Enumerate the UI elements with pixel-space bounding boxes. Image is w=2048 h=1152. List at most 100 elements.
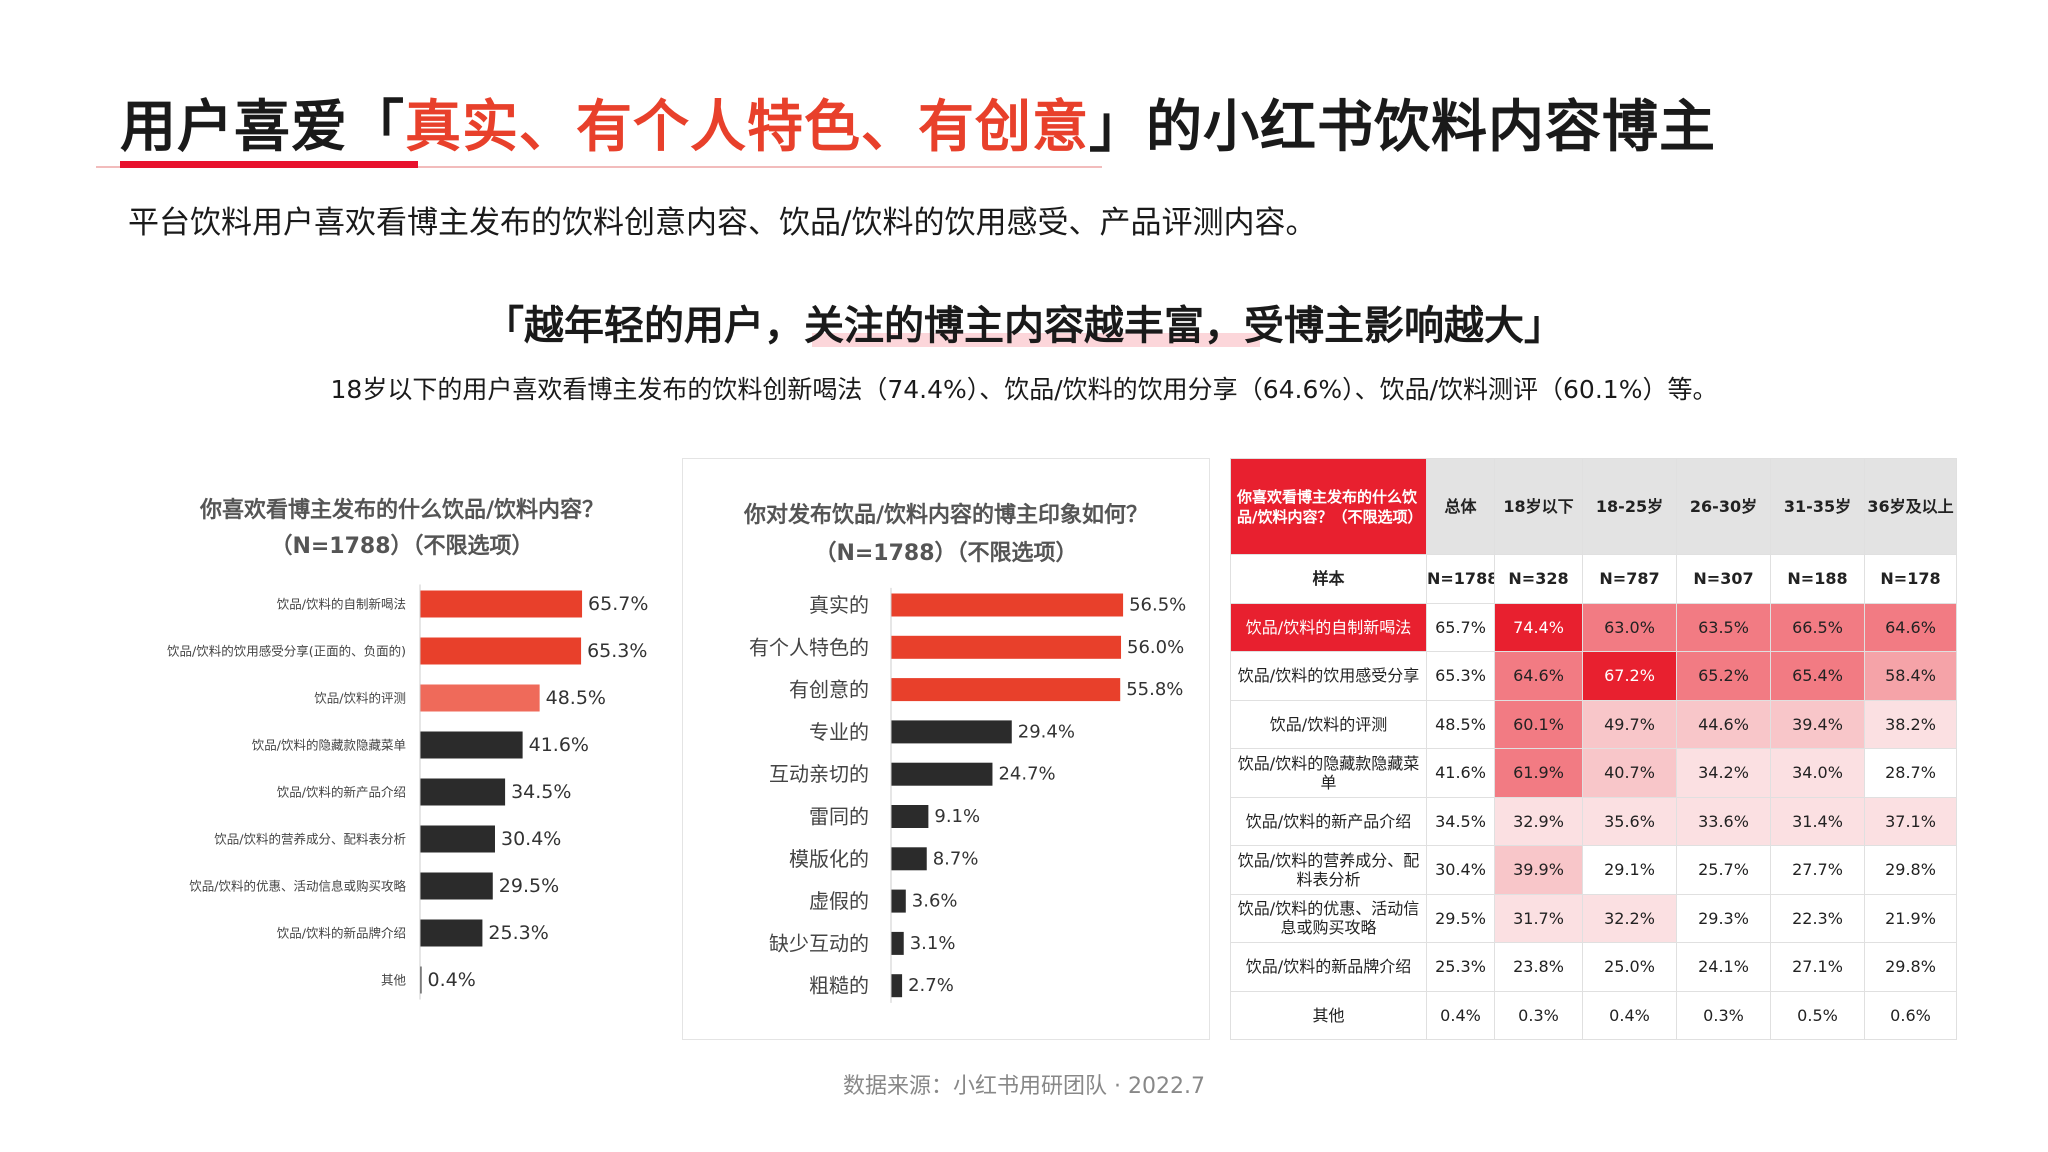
table-cell: 30.4%	[1426, 845, 1495, 895]
value-label: 65.7%	[588, 593, 648, 615]
table-cell: 32.9%	[1494, 796, 1583, 846]
value-label: 25.3%	[488, 922, 548, 944]
table-cell: 63.5%	[1676, 602, 1771, 652]
table-cell: 27.7%	[1770, 845, 1865, 895]
bar	[420, 778, 506, 806]
bar	[891, 889, 906, 913]
table-row: 其他 0.4% 0.3% 0.4% 0.3% 0.5% 0.6%	[1230, 990, 1957, 1040]
age-table: 你喜欢看博主发布的什么饮品/饮料内容？（不限选项） 总体 18岁以下 18-25岁 2…	[1230, 458, 1957, 1040]
quote-highlight	[812, 333, 1260, 347]
table-cell: 28.7%	[1864, 748, 1957, 798]
bar	[891, 720, 1012, 744]
table-cell: 38.2%	[1864, 699, 1957, 749]
bar	[420, 872, 493, 900]
table-cell: 29.1%	[1582, 845, 1677, 895]
table-cell: 39.9%	[1494, 845, 1583, 895]
value-label: 56.5%	[1129, 595, 1186, 616]
table-cell: 48.5%	[1426, 699, 1495, 749]
bar	[420, 825, 495, 853]
bar	[891, 593, 1124, 617]
row-label: 饮品/饮料的评测	[1230, 699, 1427, 749]
table-cell: 31.7%	[1494, 893, 1583, 943]
table-row: 饮品/饮料的新产品介绍 34.5% 32.9% 35.6% 33.6% 31.4% 37.1…	[1230, 796, 1957, 846]
category-label: 真实的	[809, 593, 869, 617]
title-accent-bar	[120, 161, 418, 168]
bar	[420, 919, 483, 947]
chart-title: 你对发布饮品/饮料内容的博主印象如何？	[743, 503, 1149, 528]
bar	[891, 847, 927, 871]
category-label: 饮品/饮料的新产品介绍	[277, 785, 406, 800]
sample-size: N=178	[1864, 554, 1957, 604]
value-label: 48.5%	[546, 687, 606, 709]
column-header: 31-35岁	[1770, 458, 1865, 555]
bar	[420, 684, 540, 712]
table-cell: 31.4%	[1770, 796, 1865, 846]
title-post: 」的小红书饮料内容博主	[1089, 95, 1716, 160]
bar	[891, 635, 1122, 659]
data-source: 数据来源：小红书用研团队 · 2022.7	[843, 1074, 1205, 1099]
table-cell: 64.6%	[1864, 602, 1957, 652]
column-header: 18-25岁	[1582, 458, 1677, 555]
chart-title: 你喜欢看博主发布的什么饮品/饮料内容？	[199, 498, 605, 523]
column-header: 36岁及以上	[1864, 458, 1957, 555]
row-label: 饮品/饮料的新品牌介绍	[1230, 942, 1427, 992]
impression-bar-chart: 真实的 56.5% 有个人特色的 56.0% 有创意的 55.8% 专业的 29.4% 互动亲切…	[749, 587, 1186, 1003]
value-label: 3.6%	[912, 891, 958, 912]
category-label: 饮品/饮料的新品牌介绍	[277, 926, 406, 941]
table-header-row: 你喜欢看博主发布的什么饮品/饮料内容？（不限选项） 总体 18岁以下 18-25岁 2…	[1230, 458, 1957, 555]
row-label: 饮品/饮料的营养成分、配料表分析	[1230, 845, 1427, 895]
age-breakdown-table: 你喜欢看博主发布的什么饮品/饮料内容？（不限选项） 总体 18岁以下 18-25岁 2…	[1230, 458, 1957, 1040]
row-label: 饮品/饮料的新产品介绍	[1230, 796, 1427, 846]
title-divider	[96, 166, 1102, 168]
table-cell: 67.2%	[1582, 651, 1677, 701]
value-label: 34.5%	[511, 781, 571, 803]
bar	[420, 590, 583, 618]
content-preference-chart: 你喜欢看博主发布的什么饮品/饮料内容？ （N=1788）（不限选项） 饮品/饮料…	[138, 458, 666, 1028]
bar	[420, 966, 422, 994]
sample-size: N=328	[1494, 554, 1583, 604]
table-row: 饮品/饮料的新品牌介绍 25.3% 23.8% 25.0% 24.1% 27.1% 29.8…	[1230, 942, 1957, 992]
category-label: 互动亲切的	[769, 762, 869, 786]
table-cell: 32.2%	[1582, 893, 1677, 943]
category-label: 有创意的	[789, 678, 869, 702]
row-label: 饮品/饮料的自制新喝法	[1230, 602, 1427, 652]
value-label: 3.1%	[910, 933, 956, 954]
table-row: 饮品/饮料的评测 48.5% 60.1% 49.7% 44.6% 39.4% 38.2%	[1230, 699, 1957, 749]
sample-row: 样本 N=1788 N=328 N=787 N=307 N=188 N=178	[1230, 554, 1957, 604]
table-cell: 0.3%	[1676, 990, 1771, 1040]
value-label: 29.5%	[499, 875, 559, 897]
category-label: 模版化的	[789, 847, 869, 871]
row-label: 饮品/饮料的饮用感受分享	[1230, 651, 1427, 701]
bar	[891, 678, 1121, 702]
value-label: 2.7%	[908, 975, 954, 996]
table-cell: 34.2%	[1676, 748, 1771, 798]
chart-subtitle: （N=1788）（不限选项）	[270, 534, 534, 559]
category-label: 饮品/饮料的评测	[314, 691, 406, 706]
value-label: 24.7%	[998, 764, 1055, 785]
table-cell: 0.4%	[1426, 990, 1495, 1040]
bar	[420, 637, 582, 665]
table-cell: 40.7%	[1582, 748, 1677, 798]
value-label: 29.4%	[1018, 721, 1075, 742]
table-cell: 35.6%	[1582, 796, 1677, 846]
bar	[891, 762, 993, 786]
table-cell: 66.5%	[1770, 602, 1865, 652]
column-header: 18岁以下	[1494, 458, 1583, 555]
table-cell: 24.1%	[1676, 942, 1771, 992]
value-label: 41.6%	[529, 734, 589, 756]
table-cell: 0.5%	[1770, 990, 1865, 1040]
category-label: 饮品/饮料的营养成分、配料表分析	[214, 832, 406, 847]
table-cell: 33.6%	[1676, 796, 1771, 846]
table-cell: 29.8%	[1864, 845, 1957, 895]
value-label: 9.1%	[934, 806, 980, 827]
bar	[891, 805, 929, 828]
category-label: 粗糙的	[809, 974, 869, 998]
sample-size: N=787	[1582, 554, 1677, 604]
chart-subtitle: （N=1788）（不限选项）	[814, 541, 1078, 566]
table-row: 饮品/饮料的优惠、活动信息或购买攻略 29.5% 31.7% 32.2% 29.3% 22…	[1230, 893, 1957, 943]
table-cell: 21.9%	[1864, 893, 1957, 943]
table-cell: 44.6%	[1676, 699, 1771, 749]
table-cell: 65.7%	[1426, 602, 1495, 652]
category-label: 雷同的	[809, 805, 869, 829]
table-row: 饮品/饮料的饮用感受分享 65.3% 64.6% 67.2% 65.2% 65.4% 58.…	[1230, 651, 1957, 701]
